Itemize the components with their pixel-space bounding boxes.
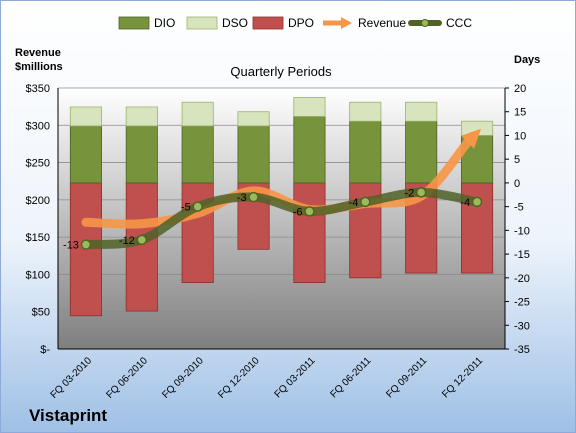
left-tick-label: $200 [26, 195, 50, 207]
x-tick-label: FQ 09-2010 [160, 355, 206, 401]
bar-dio [69, 125, 102, 184]
bar-dso [405, 101, 438, 122]
revenue-arrowhead [461, 128, 482, 149]
right-tick-label: 20 [514, 83, 526, 95]
bar-dio [293, 116, 326, 184]
legend-label-dpo: DPO [288, 16, 314, 30]
ccc-marker [304, 206, 315, 217]
right-tick-label: 15 [514, 107, 526, 119]
bar-dso [237, 111, 270, 127]
ccc-data-label: -13 [63, 240, 79, 252]
x-tick-label: FQ 12-2010 [216, 355, 262, 401]
right-tick-label: -25 [514, 297, 530, 309]
right-tick-label: -35 [514, 344, 530, 356]
x-tick-label: FQ 12-2011 [440, 355, 485, 400]
x-tick-label: FQ 03-2010 [49, 355, 95, 401]
right-tick-label: -20 [514, 273, 530, 285]
left-axis-label-line1: Revenue [15, 47, 61, 59]
right-tick-label: -10 [514, 225, 530, 237]
bar-dpo [293, 182, 326, 283]
series-lines: -13 -12 -5 -3 -6 -4 -2 -4 [63, 128, 483, 252]
left-tick-label: $150 [26, 232, 50, 244]
right-tick-label: 5 [514, 154, 520, 166]
bar-dso [181, 101, 214, 127]
bar-dpo [125, 182, 158, 312]
chart-title: Quarterly Periods [230, 64, 332, 79]
left-tick-label: $300 [26, 120, 50, 132]
left-tick-label: $- [40, 344, 50, 356]
bar-dso [125, 106, 158, 127]
legend-label-dio: DIO [154, 16, 175, 30]
ccc-data-label: -4 [349, 197, 359, 209]
right-tick-label: -15 [514, 249, 530, 261]
legend-label-dso: DSO [222, 16, 248, 30]
ccc-data-label: -12 [119, 235, 135, 247]
brand-label: Vistaprint [29, 406, 108, 425]
ccc-data-label: -6 [293, 206, 303, 218]
legend-swatch-dio [118, 16, 150, 30]
legend-swatch-dso [186, 16, 218, 30]
x-tick-label: FQ 06-2010 [104, 355, 150, 401]
plot-area [58, 88, 505, 349]
left-tick-label: $250 [26, 158, 50, 170]
ccc-marker [192, 201, 203, 212]
legend-arrowhead-revenue [341, 17, 352, 29]
left-tick-label: $50 [32, 307, 50, 319]
ccc-data-label: -5 [181, 202, 191, 214]
bar-dio [405, 120, 438, 184]
bar-dio [349, 120, 382, 184]
ccc-data-label: -2 [404, 187, 414, 199]
x-tick-label: FQ 09-2011 [384, 355, 429, 400]
bar-dso [293, 97, 326, 117]
bar-dpo [181, 182, 214, 283]
bar-dso [349, 101, 382, 122]
right-tick-label: -30 [514, 320, 530, 332]
ccc-marker [471, 196, 483, 208]
left-tick-label: $350 [26, 83, 50, 95]
x-tick-label: FQ 06-2011 [328, 355, 373, 400]
legend: DIO DSO DPO Revenue CCC [118, 16, 472, 30]
ccc-marker [360, 196, 371, 208]
ccc-line [81, 187, 482, 250]
ccc-data-label: -4 [460, 197, 470, 209]
ccc-marker [136, 234, 148, 246]
left-tick-label: $100 [26, 269, 50, 281]
bar-dio [125, 125, 158, 184]
bar-dio [237, 125, 270, 184]
ccc-marker [415, 187, 427, 198]
ccc-data-label: -3 [237, 192, 247, 204]
bar-dio [181, 125, 214, 184]
right-tick-label: 10 [514, 130, 526, 142]
bar-dso [69, 106, 102, 127]
legend-swatch-dpo [252, 16, 284, 30]
x-tick-label: FQ 03-2011 [273, 355, 318, 400]
legend-label-ccc: CCC [446, 16, 472, 30]
right-axis-label: Days [514, 54, 540, 66]
right-tick-label: 0 [514, 178, 520, 190]
ccc-marker [248, 191, 259, 203]
left-axis-label-line2: $millions [15, 61, 63, 73]
legend-label-revenue: Revenue [358, 16, 406, 30]
right-tick-label: -5 [514, 202, 524, 214]
legend-marker-ccc [421, 19, 429, 27]
ccc-marker [80, 239, 92, 250]
